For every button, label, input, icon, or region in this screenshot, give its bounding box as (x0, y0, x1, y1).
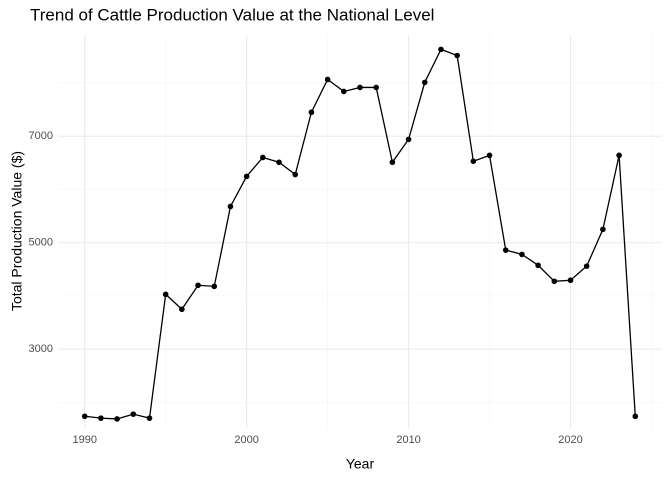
point (583, 263, 590, 269)
point (276, 159, 282, 166)
point (470, 158, 477, 165)
point (162, 291, 169, 298)
y-tick-label: 7000 (29, 130, 53, 142)
point (146, 415, 153, 421)
point (519, 251, 525, 258)
point (357, 84, 363, 91)
point (502, 247, 509, 253)
x-axis-label: Year (346, 456, 375, 472)
point (308, 109, 315, 116)
point (600, 226, 606, 233)
chart-title: Trend of Cattle Production Value at the … (30, 5, 434, 24)
point (421, 79, 428, 86)
x-tick-label: 1990 (72, 434, 96, 446)
point (551, 278, 558, 285)
point (292, 171, 299, 178)
point (616, 152, 622, 159)
point (114, 416, 120, 422)
point (179, 306, 185, 313)
x-tick-label: 2020 (558, 434, 582, 446)
point (195, 282, 201, 289)
point (632, 413, 639, 420)
x-tick-label: 2000 (234, 434, 258, 446)
point (405, 136, 412, 143)
point (260, 154, 266, 161)
x-tick-label: 2010 (396, 434, 420, 446)
point (227, 203, 234, 210)
point (341, 88, 347, 95)
y-tick-label: 5000 (29, 237, 53, 249)
point (98, 415, 104, 421)
point (324, 76, 331, 83)
point (486, 152, 493, 159)
point (438, 46, 444, 53)
point (211, 283, 218, 290)
point (454, 52, 460, 59)
point (373, 84, 379, 91)
point (535, 262, 541, 269)
point (243, 173, 250, 180)
point (567, 277, 574, 284)
point (81, 413, 88, 420)
point (130, 411, 137, 417)
y-tick-label: 3000 (29, 343, 53, 355)
line (84, 48, 636, 420)
y-axis-label: Total Production Value ($) (9, 151, 25, 311)
point (389, 159, 396, 166)
